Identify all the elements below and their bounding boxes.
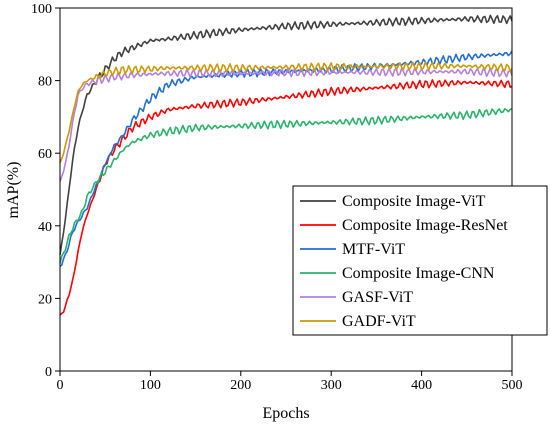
x-axis-title: Epochs xyxy=(262,405,309,422)
series-line xyxy=(59,50,513,267)
legend-label: Composite Image-ViT xyxy=(342,193,486,210)
y-tick-label: 100 xyxy=(31,2,52,17)
y-tick-label: 60 xyxy=(38,147,52,162)
series-line xyxy=(59,107,513,264)
x-tick-label: 100 xyxy=(140,378,161,393)
legend: Composite Image-ViT Composite Image-ResNe… xyxy=(292,185,548,336)
axis-ticks xyxy=(55,7,513,376)
legend-label: Composite Image-CNN xyxy=(342,265,495,282)
y-axis-title: mAP(%) xyxy=(5,162,22,219)
series-line xyxy=(59,14,513,255)
legend-label: MTF-ViT xyxy=(342,241,405,258)
y-tick-label: 40 xyxy=(38,220,52,235)
legend-label: Composite Image-ResNet xyxy=(342,217,508,234)
y-tick-label: 20 xyxy=(38,292,52,307)
x-tick-label: 200 xyxy=(230,378,251,393)
series-line xyxy=(59,79,513,316)
tick-labels: 0 100 200 300 400 500 0 20 40 60 80 100 xyxy=(31,2,523,393)
series-line xyxy=(59,67,513,182)
legend-box xyxy=(292,185,548,336)
series-lines xyxy=(59,14,513,316)
x-tick-label: 500 xyxy=(502,378,523,393)
y-tick-label: 0 xyxy=(45,365,52,380)
y-tick-label: 80 xyxy=(38,75,52,90)
legend-label: GASF-ViT xyxy=(342,289,413,306)
x-tick-label: 400 xyxy=(411,378,432,393)
x-tick-label: 0 xyxy=(57,378,64,393)
legend-label: GADF-ViT xyxy=(342,313,416,330)
series-line xyxy=(59,61,513,164)
x-tick-label: 300 xyxy=(321,378,342,393)
